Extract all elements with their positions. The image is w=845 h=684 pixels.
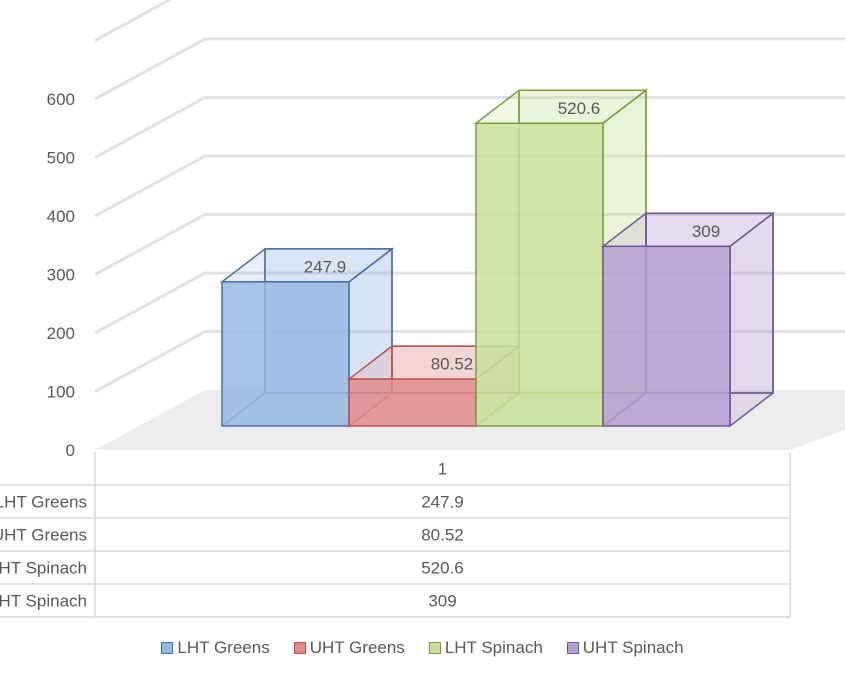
bar-front-face <box>602 245 731 427</box>
data-labels: 247.9 80.52 520.6 309 <box>304 99 720 374</box>
bars <box>219 88 776 428</box>
legend-swatch <box>428 642 441 654</box>
table-value: 520.6 <box>421 559 464 578</box>
bar-side-face <box>729 211 774 428</box>
table-series-name: UHT Greens <box>0 526 87 545</box>
legend-swatch <box>566 642 579 654</box>
legend-label: UHT Greens <box>309 638 405 657</box>
table-category-label: 1 <box>438 460 447 479</box>
gridline <box>94 154 845 218</box>
y-tick-label: 100 <box>47 383 75 402</box>
gridline <box>94 213 845 276</box>
legend-swatch <box>161 642 174 654</box>
data-table: 1 LHT Greens 247.9 UHT Greens 80.52 LHT Spina… <box>0 452 791 618</box>
y-tick-label: 500 <box>47 149 75 168</box>
gridline <box>94 0 173 42</box>
legend-item: UHT Spinach <box>566 638 684 658</box>
y-tick-label: 400 <box>47 207 75 226</box>
legend-label: LHT Spinach <box>444 638 543 657</box>
legend-label: LHT Greens <box>177 638 270 657</box>
y-tick-label: 300 <box>47 266 75 285</box>
data-label: 520.6 <box>558 99 601 118</box>
data-label: 80.52 <box>431 355 474 374</box>
legend-item: LHT Spinach <box>428 638 543 658</box>
table-series-name: LHT Greens <box>0 493 87 512</box>
y-axis: 0 100 200 300 400 500 600 <box>47 90 75 460</box>
data-label: 309 <box>692 222 720 241</box>
y-tick-label: 600 <box>47 90 75 109</box>
table-value: 247.9 <box>421 493 464 512</box>
bar-uht-spinach <box>600 211 776 428</box>
table-series-name: LHT Spinach <box>0 559 87 578</box>
gridline <box>94 37 845 101</box>
table-series-name: UHT Spinach <box>0 592 87 611</box>
y-tick-label: 200 <box>47 324 75 343</box>
legend-swatch <box>293 642 306 654</box>
legend-label: UHT Spinach <box>582 638 684 657</box>
data-label: 247.9 <box>304 257 347 276</box>
bar-front-face <box>348 378 477 427</box>
gridline <box>94 96 845 159</box>
y-tick-label: 0 <box>66 441 75 460</box>
bar-front-face <box>475 122 604 427</box>
legend-item: UHT Greens <box>293 638 405 658</box>
table-value: 309 <box>428 592 456 611</box>
bar-front-face <box>221 281 350 427</box>
table-value: 80.52 <box>421 526 464 545</box>
legend-item: LHT Greens <box>161 638 270 658</box>
legend: LHT Greens UHT Greens LHT Spinach UHT Spina… <box>0 638 845 658</box>
